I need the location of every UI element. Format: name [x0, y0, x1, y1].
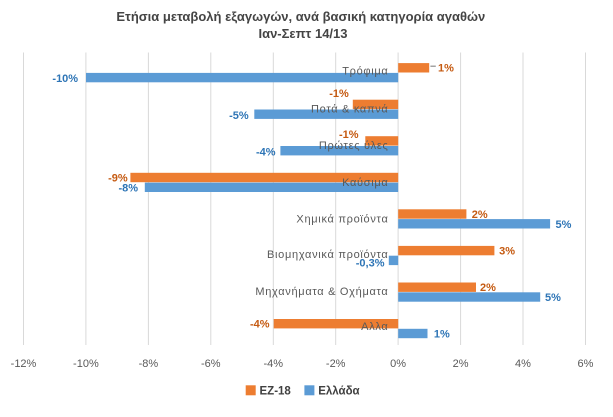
svg-text:-5%: -5%: [229, 110, 249, 122]
svg-text:-12%: -12%: [11, 358, 37, 370]
svg-text:-4%: -4%: [250, 319, 270, 331]
svg-text:-1%: -1%: [329, 88, 349, 100]
svg-text:-6%: -6%: [201, 358, 221, 370]
svg-text:-4%: -4%: [256, 146, 276, 158]
svg-text:-10%: -10%: [52, 73, 78, 85]
svg-text:Ελλάδα: Ελλάδα: [318, 385, 359, 397]
svg-text:6%: 6%: [578, 358, 594, 370]
svg-text:1%: 1%: [438, 63, 454, 75]
svg-text:4%: 4%: [515, 358, 531, 370]
svg-text:Αλλα: Αλλα: [361, 321, 388, 333]
svg-text:Χημικά προϊόντα: Χημικά προϊόντα: [296, 214, 388, 226]
svg-text:5%: 5%: [556, 219, 572, 231]
svg-text:Βιομηχανικά προϊόντα: Βιομηχανικά προϊόντα: [267, 249, 389, 261]
svg-text:-9%: -9%: [108, 172, 128, 184]
svg-text:Καύσιμα: Καύσιμα: [342, 177, 388, 189]
svg-text:3%: 3%: [499, 246, 515, 258]
svg-text:-4%: -4%: [264, 358, 284, 370]
svg-text:Ιαν-Σεπτ 14/13: Ιαν-Σεπτ 14/13: [258, 26, 347, 41]
svg-text:-10%: -10%: [73, 358, 99, 370]
svg-text:0%: 0%: [390, 358, 406, 370]
svg-text:-0,3%: -0,3%: [356, 257, 385, 269]
svg-text:Τρόφιμα: Τρόφιμα: [342, 66, 388, 78]
svg-text:-8%: -8%: [139, 358, 159, 370]
svg-text:ΕΖ-18: ΕΖ-18: [260, 385, 292, 397]
svg-text:2%: 2%: [480, 282, 496, 294]
svg-text:2%: 2%: [472, 209, 488, 221]
svg-text:Ποτά & καπνά: Ποτά & καπνά: [311, 104, 388, 116]
svg-text:Μηχανήματα & Οχήματα: Μηχανήματα & Οχήματα: [255, 286, 388, 298]
svg-text:-1%: -1%: [339, 129, 359, 141]
svg-text:1%: 1%: [434, 329, 450, 341]
svg-text:2%: 2%: [453, 358, 469, 370]
svg-text:Ετήσια μεταβολή εξαγωγών, ανά: Ετήσια μεταβολή εξαγωγών, ανά βασική κατ…: [116, 9, 485, 24]
svg-text:Πρώτες ύλες: Πρώτες ύλες: [319, 140, 389, 152]
svg-text:-8%: -8%: [118, 183, 138, 195]
svg-text:5%: 5%: [545, 292, 561, 304]
svg-text:-2%: -2%: [326, 358, 346, 370]
